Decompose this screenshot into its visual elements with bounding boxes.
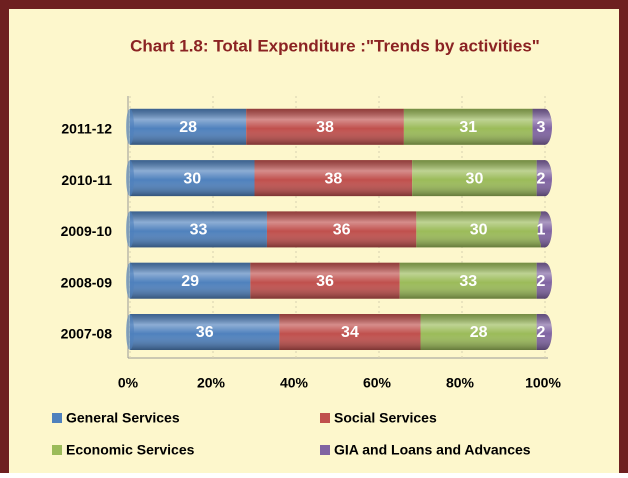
bar-part bbox=[130, 262, 251, 299]
bar-part bbox=[416, 211, 541, 248]
bar-segment bbox=[532, 108, 552, 145]
bar-segment bbox=[126, 262, 251, 299]
bar-segment bbox=[536, 262, 552, 299]
data-label: 2 bbox=[537, 170, 546, 187]
bar-part bbox=[130, 314, 280, 350]
bar-segment bbox=[126, 160, 255, 197]
data-label: 30 bbox=[470, 222, 488, 239]
bar-part bbox=[130, 108, 247, 145]
bar-part bbox=[254, 160, 413, 197]
bar-segment bbox=[126, 108, 247, 145]
bar-segment bbox=[279, 314, 421, 350]
data-label: 33 bbox=[459, 273, 477, 290]
bar-segment bbox=[538, 211, 552, 248]
bar-part bbox=[130, 211, 267, 248]
bar-part bbox=[538, 314, 552, 350]
bar-part bbox=[538, 108, 552, 145]
x-tick-label: 0% bbox=[118, 375, 139, 391]
data-label: 2 bbox=[537, 273, 546, 290]
bar-segment bbox=[416, 211, 541, 248]
bar-segment bbox=[126, 211, 267, 248]
bar-segment bbox=[536, 314, 552, 350]
data-label: 1 bbox=[537, 222, 546, 239]
y-tick-label: 2007-08 bbox=[61, 326, 113, 342]
y-tick-label: 2010-11 bbox=[61, 172, 112, 188]
bar-part bbox=[126, 160, 134, 197]
bar-part bbox=[126, 108, 134, 145]
bar-part bbox=[538, 211, 552, 248]
x-tick-label: 60% bbox=[363, 375, 392, 391]
bar-segment bbox=[399, 262, 537, 299]
bar-part bbox=[130, 160, 255, 197]
bar-part bbox=[412, 160, 537, 197]
data-label: 3 bbox=[537, 119, 546, 136]
data-label: 33 bbox=[190, 222, 208, 239]
x-tick-label: 20% bbox=[197, 375, 226, 391]
y-tick-label: 2011-12 bbox=[61, 121, 112, 137]
bar-part bbox=[279, 314, 421, 350]
bar-segment bbox=[412, 160, 537, 197]
data-label: 28 bbox=[179, 119, 197, 136]
bar-part bbox=[266, 211, 417, 248]
bar-segment bbox=[536, 160, 552, 197]
data-label: 36 bbox=[196, 324, 214, 341]
data-label: 30 bbox=[466, 170, 484, 187]
bar-part bbox=[420, 314, 537, 350]
x-tick-label: 100% bbox=[525, 375, 561, 391]
bar-part bbox=[126, 314, 134, 350]
bar-segment bbox=[250, 262, 400, 299]
bar-part bbox=[126, 211, 134, 248]
bar-part bbox=[250, 262, 400, 299]
y-tick-label: 2008-09 bbox=[61, 274, 113, 290]
legend-label: Economic Services bbox=[66, 442, 195, 458]
data-label: 38 bbox=[324, 170, 342, 187]
legend-swatch bbox=[320, 445, 330, 455]
legend-label: GIA and Loans and Advances bbox=[334, 442, 531, 458]
legend-swatch bbox=[52, 413, 62, 423]
legend-label: Social Services bbox=[334, 410, 437, 426]
legend-swatch bbox=[320, 413, 330, 423]
data-label: 2 bbox=[537, 324, 546, 341]
chart-title: Chart 1.8: Total Expenditure :"Trends by… bbox=[130, 36, 540, 55]
data-label: 31 bbox=[459, 119, 477, 136]
bar-segment bbox=[254, 160, 413, 197]
bar-part bbox=[538, 160, 552, 197]
bar-segment bbox=[420, 314, 537, 350]
data-label: 28 bbox=[470, 324, 488, 341]
bar-segment bbox=[126, 314, 280, 350]
bar-segment bbox=[403, 108, 533, 145]
data-label: 36 bbox=[333, 222, 351, 239]
bar-part bbox=[246, 108, 404, 145]
data-label: 38 bbox=[316, 119, 334, 136]
bar-part bbox=[538, 262, 552, 299]
bar-part bbox=[126, 262, 134, 299]
data-label: 36 bbox=[316, 273, 334, 290]
bar-part bbox=[403, 108, 533, 145]
data-label: 29 bbox=[181, 273, 199, 290]
bar-segment bbox=[246, 108, 404, 145]
y-tick-label: 2009-10 bbox=[61, 223, 113, 239]
data-label: 34 bbox=[341, 324, 359, 341]
data-label: 30 bbox=[183, 170, 201, 187]
legend-swatch bbox=[52, 445, 62, 455]
bar-segment bbox=[266, 211, 417, 248]
x-tick-label: 40% bbox=[280, 375, 309, 391]
x-tick-label: 80% bbox=[446, 375, 475, 391]
bar-part bbox=[399, 262, 537, 299]
legend-label: General Services bbox=[66, 410, 180, 426]
